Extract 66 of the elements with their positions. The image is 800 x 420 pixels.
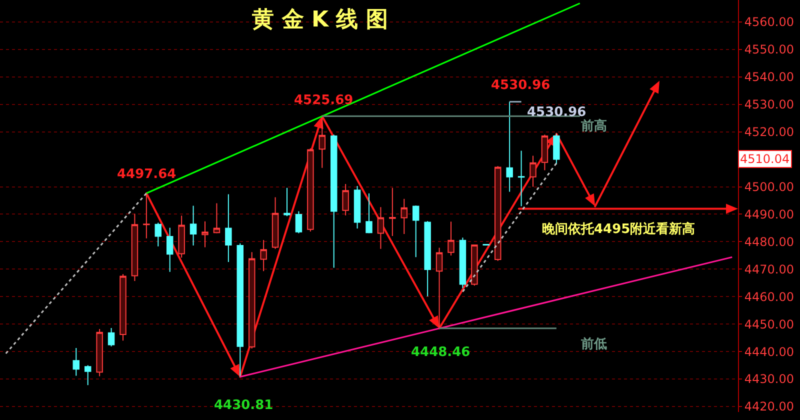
candlestick (342, 184, 349, 216)
candlestick (377, 206, 384, 250)
candlestick (190, 205, 197, 246)
candlestick (412, 204, 420, 258)
candlestick (236, 242, 244, 378)
candlestick (272, 196, 279, 250)
y-tick-label: 4450.00 (744, 317, 794, 332)
annotation: 晚间依托4495附近看新高 (542, 221, 696, 237)
annotation: 前高 (580, 118, 607, 134)
text: 4510.04 (740, 152, 790, 166)
annotation: 4497.64 (117, 167, 176, 182)
y-tick-label: 4440.00 (744, 344, 794, 359)
candlestick (494, 166, 502, 262)
candlestick (553, 133, 560, 166)
candlestick (96, 328, 103, 377)
y-tick-label: 4500.00 (744, 180, 794, 194)
y-tick-label: 4560.00 (744, 15, 794, 30)
candlestick (72, 348, 80, 376)
candlestick (84, 364, 92, 386)
candlestick (318, 116, 326, 168)
candlestick (366, 192, 372, 234)
candlestick (354, 185, 361, 230)
candlestick (166, 227, 174, 272)
candlestick (518, 150, 525, 207)
candlestick (424, 220, 431, 297)
candlestick (307, 148, 314, 232)
y-tick-label: 4550.00 (744, 42, 794, 57)
candlestick (506, 101, 513, 192)
candlestick (178, 215, 185, 258)
candlestick (154, 222, 162, 247)
annotation: 4448.46 (411, 345, 470, 360)
candlestick (530, 155, 536, 188)
y-tick-label: 4460.00 (744, 290, 794, 304)
annotation: 4430.81 (214, 398, 274, 413)
y-tick-label: 4480.00 (744, 234, 794, 249)
y-tick-label: 4420.00 (744, 400, 794, 414)
candlestick (389, 187, 396, 236)
annotation: 4530.96 (527, 105, 586, 120)
y-tick-label: 4490.00 (744, 207, 794, 222)
y-tick-label: 4520.00 (744, 125, 794, 140)
candlestick (295, 210, 302, 234)
candlestick (260, 240, 267, 272)
candlestick (108, 327, 115, 347)
candlestick (436, 247, 443, 329)
candlestick (202, 220, 208, 248)
annotation: 4525.69 (294, 93, 354, 108)
candlestick (225, 194, 232, 263)
candlestick (131, 213, 138, 282)
candlestick (459, 237, 466, 289)
candlestick (471, 244, 478, 286)
y-tick-label: 4540.00 (744, 70, 794, 84)
candlestick (213, 202, 220, 234)
candlestick (330, 134, 338, 268)
candlestick (541, 134, 548, 171)
annotation: 4530.96 (491, 78, 550, 93)
candlestick (448, 221, 454, 256)
candlestick (284, 187, 290, 217)
candlestick (248, 252, 256, 350)
candlestick (143, 192, 150, 239)
chart-title: 黄 金 K 线 图 (251, 8, 388, 33)
y-tick-label: 4470.00 (744, 262, 794, 276)
candlestick (120, 274, 126, 342)
y-tick-label: 4430.00 (744, 372, 794, 386)
annotation: 前低 (580, 337, 607, 352)
candlestick (400, 198, 408, 235)
y-tick-label: 4530.00 (744, 98, 794, 112)
